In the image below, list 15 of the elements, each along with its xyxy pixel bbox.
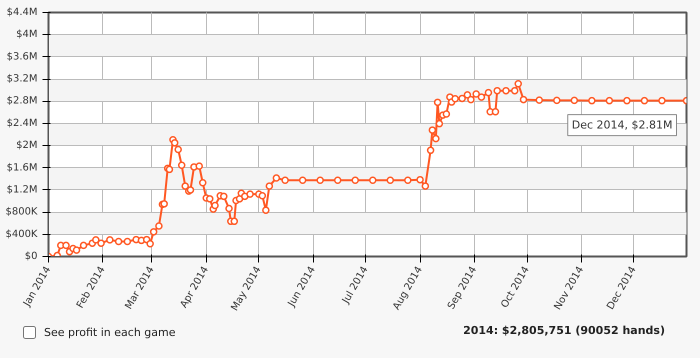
y-tick-label: $3.2M	[6, 74, 38, 85]
y-tick-label: $400K	[5, 228, 38, 240]
text: See profit in each game	[43, 324, 176, 341]
y-tick-label: $2.4M	[6, 118, 38, 129]
annotation: Dec 2014, $2.81M	[572, 118, 673, 132]
y-tick-label: $2.8M	[6, 96, 38, 107]
y-tick-label: $0	[24, 251, 38, 262]
y-tick-label: $1.2M	[6, 184, 38, 196]
y-tick-label: $4.4M	[6, 7, 38, 18]
y-tick-label: $4M	[16, 29, 38, 40]
y-tick-label: $1.6M	[6, 162, 38, 174]
text: 2014: $2,805,751 (90052 hands)	[463, 324, 665, 337]
y-tick-label: $3.6M	[6, 51, 38, 62]
y-tick-label: $800K	[5, 206, 38, 218]
y-tick-label: $2M	[16, 140, 38, 152]
